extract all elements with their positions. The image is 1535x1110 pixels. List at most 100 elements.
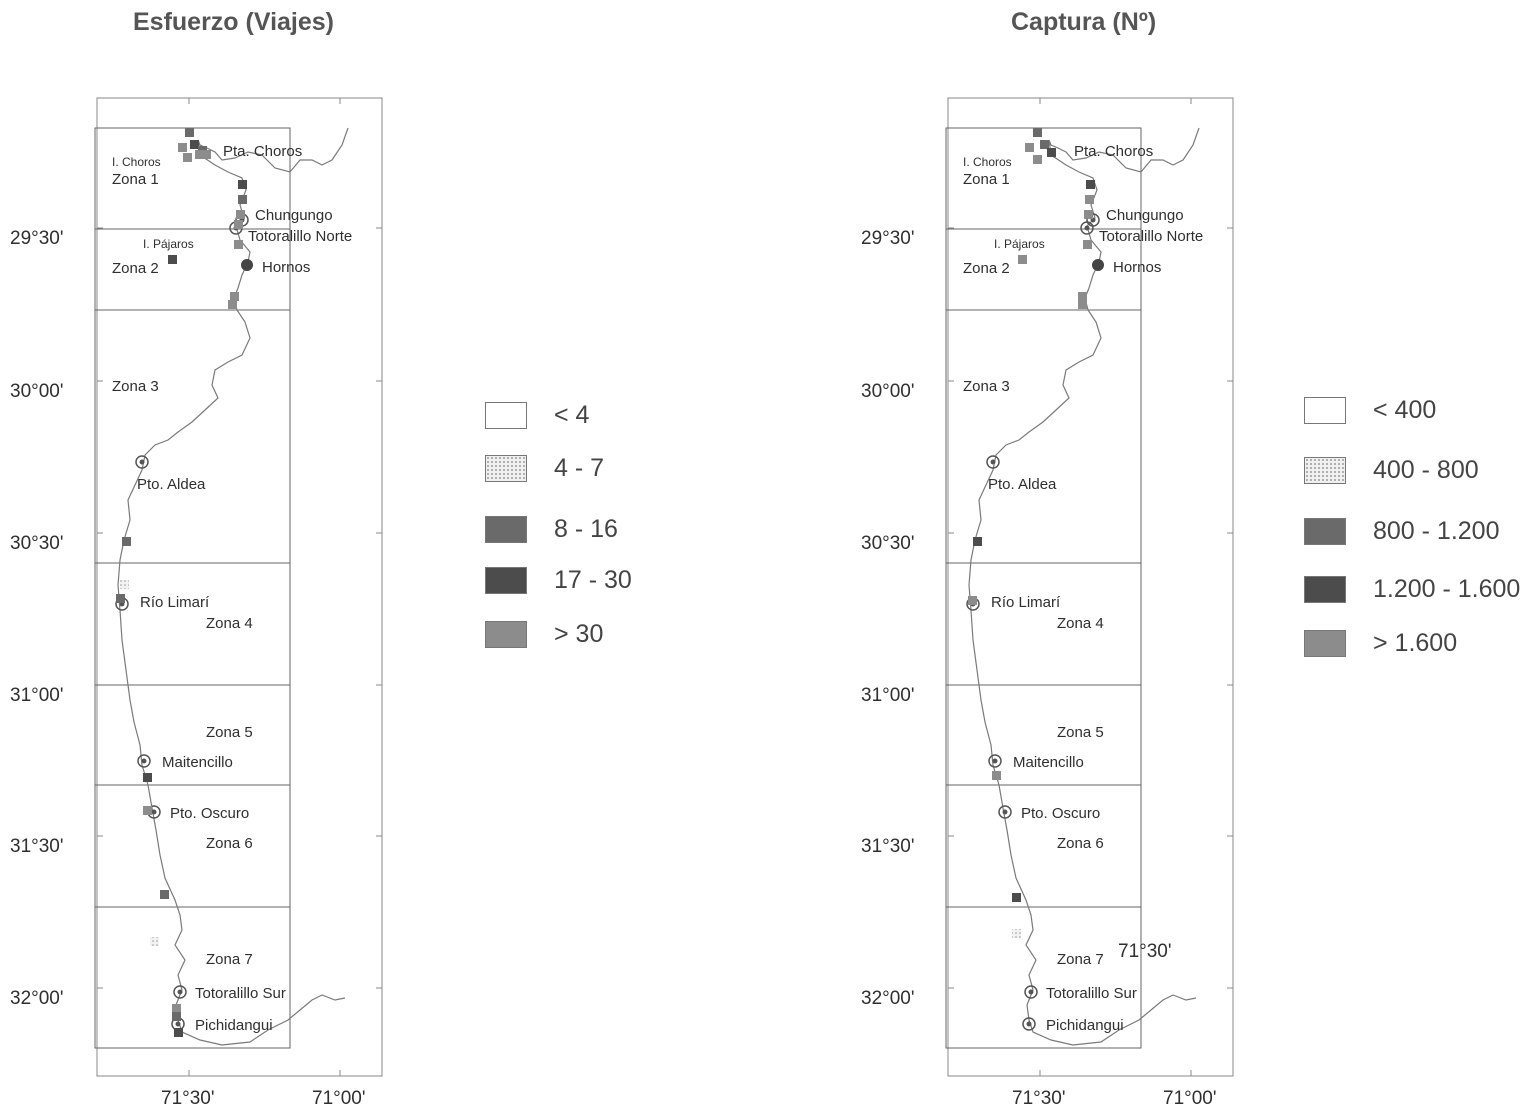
port-marker [986,455,1000,469]
data-cell [234,240,243,249]
legend-swatch [1304,397,1346,424]
legend-left-item-2: 4 - 7 [485,454,604,483]
place-label: I. Pájaros [143,237,194,251]
lat-label: 31°00' [10,685,64,706]
lat-label: 30°30' [10,533,64,554]
data-cell [120,580,129,589]
port-marker-dot [151,809,157,815]
data-cell [968,596,977,605]
data-cell [1047,148,1056,157]
data-cell [238,195,247,204]
zone-label: Zona 2 [963,260,1010,277]
legend-label: 1.200 - 1.600 [1373,575,1521,603]
port-marker-dot [139,459,145,465]
place-label: Pichidangui [1046,1017,1124,1034]
zone-label: Zona 4 [1057,615,1104,632]
place-label: Chungungo [1106,207,1184,224]
place-label: Totoralillo Norte [1099,228,1203,245]
map-panel-effort: 29°30' 30°00' 30°30' 31°00' 31°30' 32°00' 71°3… [10,97,383,1109]
lat-label: 31°30' [861,836,915,857]
data-cell [236,210,245,219]
place-label: Hornos [1113,259,1161,276]
data-cell [1018,255,1027,264]
data-cell [195,150,204,159]
lat-label: 30°30' [861,533,915,554]
legend-left-item-1: < 4 [485,401,589,430]
lat-label: 32°00' [861,988,915,1009]
place-label: Pto. Aldea [137,476,206,493]
place-label: I. Choros [112,155,161,169]
port-marker [1022,1017,1036,1031]
place-label: Chungungo [255,207,333,224]
lat-label: 31°30' [10,836,64,857]
place-label: I. Pájaros [994,237,1045,251]
legend-right-item-5: > 1.600 [1304,629,1457,658]
port-marker [998,805,1012,819]
legend-label: > 30 [554,620,604,648]
legend-right-item-1: < 400 [1304,396,1436,425]
data-cell [238,180,247,189]
port-marker [1092,259,1104,271]
place-label: Maitencillo [162,754,233,771]
data-cell [1085,195,1094,204]
legend-swatch [485,516,527,543]
zone-label: Zona 3 [112,378,159,395]
place-label: Hornos [262,259,310,276]
data-cell [143,806,152,815]
legend-label: 8 - 16 [554,515,618,543]
legend-left-item-3: 8 - 16 [485,515,618,544]
data-cell [1012,929,1021,938]
data-cell [183,153,192,162]
data-cell [172,1012,181,1021]
lat-label: 29°30' [10,228,64,249]
data-cell [172,1004,181,1013]
place-label: I. Choros [963,155,1012,169]
place-label: Pta. Choros [1074,143,1153,160]
data-cell [150,937,159,946]
place-label: Maitencillo [1013,754,1084,771]
legend-right-item-3: 800 - 1.200 [1304,517,1500,546]
place-label: Totoralillo Sur [195,985,286,1002]
data-cell [1084,210,1093,219]
place-label: Totoralillo Norte [248,228,352,245]
port-marker [1024,985,1038,999]
zone-label: Zona 1 [112,171,159,188]
data-cell [143,773,152,782]
place-label: Río Limarí [140,594,210,611]
extra-lon-label: 71°30' [1118,941,1172,962]
data-cell [1086,180,1095,189]
legend-swatch [485,455,527,482]
place-label: Pto. Oscuro [170,805,249,822]
port-marker-dot [1028,989,1034,995]
zone-label: Zona 7 [1057,951,1104,968]
place-label: Totoralillo Sur [1046,985,1137,1002]
legend-left-item-4: 17 - 30 [485,566,632,595]
map-title-right: Captura (Nº) [1011,8,1157,36]
zone-label: Zona 3 [963,378,1010,395]
legend-swatch [1304,518,1346,545]
zone-label: Zona 4 [206,615,253,632]
data-cell [1078,300,1087,309]
port-marker-dot [175,1021,181,1027]
lat-label: 30°00' [861,381,915,402]
legend-swatch [485,402,527,429]
place-label: Pichidangui [195,1017,273,1034]
zone-label: Zona 7 [206,951,253,968]
map-frame [947,97,1234,1077]
port-marker-dot [141,758,147,764]
legend-label: 17 - 30 [554,566,632,594]
zone-label: Zona 5 [1057,724,1104,741]
data-cell [168,255,177,264]
place-label: Pta. Choros [223,143,302,160]
data-cell [1025,143,1034,152]
lon-label: 71°30' [1012,1088,1066,1109]
legend-swatch [485,567,527,594]
coastline [968,127,1200,1046]
data-cell [1040,140,1049,149]
data-cell [992,771,1001,780]
legend-swatch [1304,576,1346,603]
lat-label: 29°30' [861,228,915,249]
data-cell [116,594,125,603]
legend-swatch [1304,457,1346,484]
